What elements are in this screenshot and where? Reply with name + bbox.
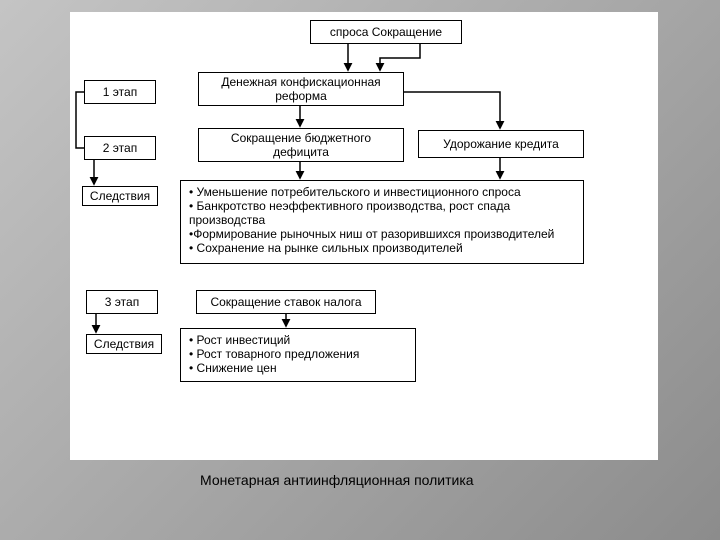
node-tax: Сокращение ставок налога: [196, 290, 376, 314]
connector-stage1_left: [76, 92, 84, 148]
list-effects2-item: • Рост товарного предложения: [189, 347, 407, 361]
connector-top_d2: [380, 44, 420, 70]
node-cons1-label: Следствия: [87, 189, 153, 203]
node-cons2-label: Следствия: [91, 337, 157, 351]
node-reform: Денежная конфискационная реформа: [198, 72, 404, 106]
list-effects1-item: • Уменьшение потребительского и инвестиц…: [189, 185, 575, 199]
node-credit: Удорожание кредита: [418, 130, 584, 158]
list-effects2-item: • Рост инвестиций: [189, 333, 407, 347]
list-effects2: • Рост инвестиций• Рост товарного предло…: [180, 328, 416, 382]
node-stage3-label: 3 этап: [91, 295, 153, 309]
node-deficit: Сокращение бюджетного дефицита: [198, 128, 404, 162]
node-cons1: Следствия: [82, 186, 158, 206]
list-effects1-item: •Формирование рыночных ниш от разоривших…: [189, 227, 575, 241]
node-deficit-label: Сокращение бюджетного дефицита: [203, 131, 399, 159]
connector-reform_to_credit: [404, 92, 500, 128]
list-effects1-item: • Банкротство неэффективного производств…: [189, 199, 575, 227]
diagram-caption: Монетарная антиинфляционная политика: [200, 472, 500, 488]
node-top: спроса Сокращение: [310, 20, 462, 44]
node-stage2-label: 2 этап: [89, 141, 151, 155]
node-stage3: 3 этап: [86, 290, 158, 314]
caption-text: Монетарная антиинфляционная политика: [200, 472, 474, 488]
node-stage1-label: 1 этап: [89, 85, 151, 99]
node-stage1: 1 этап: [84, 80, 156, 104]
node-top-label: спроса Сокращение: [315, 25, 457, 39]
list-effects1: • Уменьшение потребительского и инвестиц…: [180, 180, 584, 264]
node-tax-label: Сокращение ставок налога: [201, 295, 371, 309]
list-effects2-item: • Снижение цен: [189, 361, 407, 375]
list-effects1-item: • Сохранение на рынке сильных производит…: [189, 241, 575, 255]
node-reform-label: Денежная конфискационная реформа: [203, 75, 399, 103]
node-credit-label: Удорожание кредита: [423, 137, 579, 151]
node-stage2: 2 этап: [84, 136, 156, 160]
node-cons2: Следствия: [86, 334, 162, 354]
